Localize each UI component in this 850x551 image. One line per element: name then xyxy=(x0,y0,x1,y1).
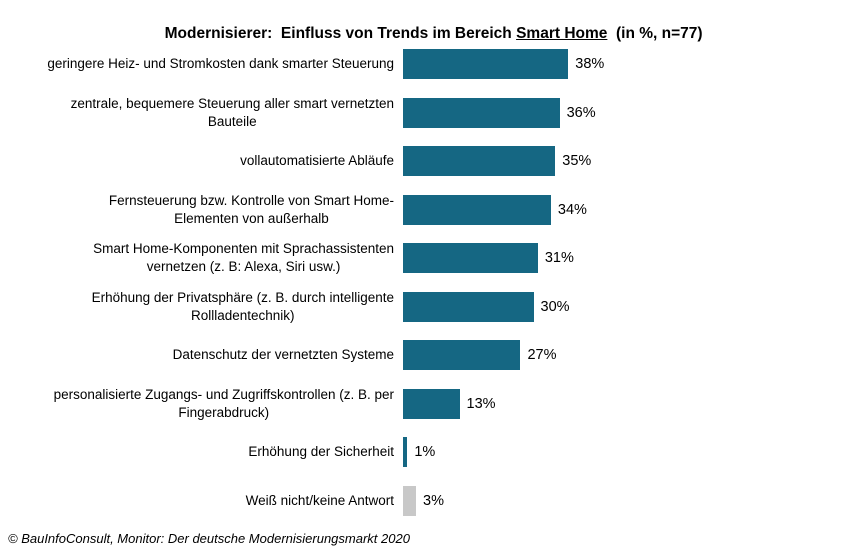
value-label: 38% xyxy=(575,56,605,73)
bar xyxy=(403,97,560,128)
bar xyxy=(403,194,551,225)
value-label: 3% xyxy=(423,492,445,509)
category-label-text: Smart Home-Komponenten mit Sprachassiste… xyxy=(93,241,394,275)
category-label: Erhöhung der Sicherheit xyxy=(0,443,403,461)
bar xyxy=(403,437,408,468)
value-label: 13% xyxy=(466,395,496,412)
bar-row: Smart Home-Komponenten mit Sprachassiste… xyxy=(0,234,850,283)
category-label: zentrale, bequemere Steuerung aller smar… xyxy=(0,95,403,131)
bar-row: zentrale, bequemere Steuerung aller smar… xyxy=(0,89,850,138)
source-footer: © BauInfoConsult, Monitor: Der deutsche … xyxy=(8,531,410,546)
category-label: vollautomatisierte Abläufe xyxy=(0,152,403,170)
category-label: Smart Home-Komponenten mit Sprachassiste… xyxy=(0,240,403,276)
bar-row: Datenschutz der vernetzten Systeme 27% xyxy=(0,331,850,380)
value-label: 30% xyxy=(540,298,570,315)
value-label: 1% xyxy=(414,444,436,461)
category-label-text: Erhöhung der Privatsphäre (z. B. durch i… xyxy=(91,289,394,323)
chart-title: Modernisierer: Einfluss von Trends im Be… xyxy=(0,7,850,61)
category-label-text: zentrale, bequemere Steuerung aller smar… xyxy=(70,95,394,129)
category-label: Datenschutz der vernetzten Systeme xyxy=(0,346,403,364)
bar-row: Fernsteuerung bzw. Kontrolle von Smart H… xyxy=(0,186,850,235)
bar xyxy=(403,49,569,80)
category-label-text: Erhöhung der Sicherheit xyxy=(248,444,394,460)
bar xyxy=(403,340,521,371)
category-label-text: Fernsteuerung bzw. Kontrolle von Smart H… xyxy=(108,192,394,226)
chart-title-prefix: Modernisierer: Einfluss von Trends im Be… xyxy=(164,25,517,42)
bar-row: personalisierte Zugangs- und Zugriffskon… xyxy=(0,380,850,429)
bar-row: Erhöhung der Privatsphäre (z. B. durch i… xyxy=(0,283,850,332)
value-label: 31% xyxy=(544,250,574,267)
category-label-text: geringere Heiz- und Stromkosten dank sma… xyxy=(47,56,394,72)
value-label: 36% xyxy=(566,104,596,121)
value-label: 34% xyxy=(557,201,587,218)
chart-title-underlined: Smart Home xyxy=(516,25,608,42)
category-label: geringere Heiz- und Stromkosten dank sma… xyxy=(0,55,403,73)
category-label: Weiß nicht/keine Antwort xyxy=(0,492,403,510)
bar-row: geringere Heiz- und Stromkosten dank sma… xyxy=(0,40,850,89)
value-label: 35% xyxy=(562,153,592,170)
category-label-text: Datenschutz der vernetzten Systeme xyxy=(172,347,394,363)
bar xyxy=(403,388,460,419)
bar xyxy=(403,291,534,322)
value-label: 27% xyxy=(527,347,557,364)
category-label: personalisierte Zugangs- und Zugriffskon… xyxy=(0,386,403,422)
bar-row: vollautomatisierte Abläufe 35% xyxy=(0,137,850,186)
bar-row: Erhöhung der Sicherheit 1% xyxy=(0,428,850,477)
category-label-text: Weiß nicht/keine Antwort xyxy=(245,492,394,508)
category-label-text: vollautomatisierte Abläufe xyxy=(240,153,394,169)
category-label: Fernsteuerung bzw. Kontrolle von Smart H… xyxy=(0,192,403,228)
bar xyxy=(403,485,417,516)
bar-row: Weiß nicht/keine Antwort 3% xyxy=(0,477,850,526)
category-label: Erhöhung der Privatsphäre (z. B. durch i… xyxy=(0,289,403,325)
category-label-text: personalisierte Zugangs- und Zugriffskon… xyxy=(53,386,394,420)
chart-title-suffix: (in %, n=77) xyxy=(607,25,703,42)
bar xyxy=(403,146,556,177)
bar xyxy=(403,243,538,274)
bar-chart: geringere Heiz- und Stromkosten dank sma… xyxy=(0,40,850,525)
